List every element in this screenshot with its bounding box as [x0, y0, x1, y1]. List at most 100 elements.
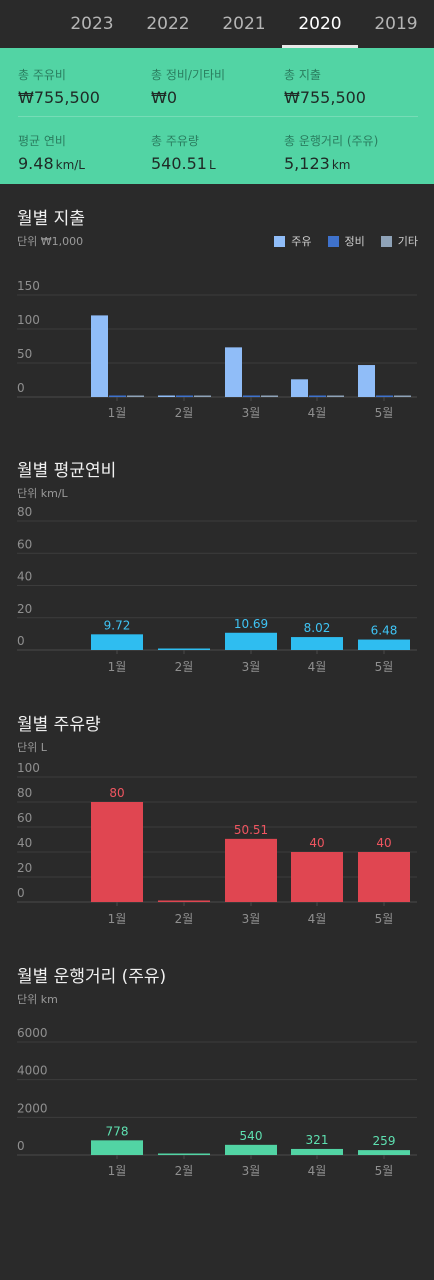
total-distance-unit: km [331, 158, 351, 172]
efficiency-bar-chart: 80 60 40 20 0 1월 2월 3월 4월 5월 9.72 10.69 8.02 6.48 [17, 505, 417, 674]
avg-efficiency-number: 9.48 [18, 154, 54, 173]
x-tick-label: 3월 [242, 912, 261, 926]
legend-label-maintenance: 정비 [344, 235, 365, 248]
bar [158, 900, 210, 902]
expense-chart-section: 월별 지출 단위 ₩1,000 주유 정비 기타 150 100 50 0 1월 2월 3월… [0, 204, 434, 440]
y-tick-label: 60 [17, 811, 32, 825]
bar [91, 1140, 143, 1155]
tab-2021[interactable]: 2021 [204, 0, 284, 48]
year-tabs: 2023 2022 2021 2020 2019 [0, 0, 434, 48]
total-fuel-label: 총 주유량 [151, 134, 199, 148]
summary-divider [18, 116, 418, 117]
tab-2022[interactable]: 2022 [128, 0, 208, 48]
tab-2020[interactable]: 2020 [280, 0, 360, 48]
y-tick-label: 0 [17, 1139, 25, 1153]
y-tick-label: 100 [17, 313, 40, 327]
x-tick-label: 5월 [375, 406, 394, 420]
x-tick-label: 3월 [242, 660, 261, 674]
total-maintenance-label: 총 정비/기타비 [151, 68, 226, 82]
bar-fuel [358, 365, 375, 397]
legend-item-maintenance[interactable]: 정비 [327, 233, 365, 249]
data-label: 10.69 [234, 617, 268, 631]
bar [291, 852, 343, 902]
total-distance-value: 5,123 km [284, 154, 378, 173]
y-tick-label: 4000 [17, 1064, 48, 1078]
total-fuel-unit: L [208, 158, 216, 172]
bar [291, 1148, 343, 1155]
total-distance-label: 총 운행거리 (주유) [284, 134, 379, 148]
y-tick-label: 50 [17, 347, 32, 361]
y-tick-label: 0 [17, 886, 25, 900]
active-tab-indicator [282, 45, 358, 48]
total-fuel: 총 주유량 540.51 L [151, 132, 216, 173]
tab-2019[interactable]: 2019 [356, 0, 434, 48]
expense-chart-unit: 단위 ₩1,000 [17, 235, 84, 248]
bar [358, 852, 410, 902]
fuel-chart-unit: 단위 L [17, 741, 47, 754]
data-label: 259 [373, 1134, 396, 1148]
bar-other [394, 395, 411, 397]
y-tick-label: 0 [17, 634, 25, 648]
bar [158, 648, 210, 650]
bar-fuel [291, 379, 308, 397]
y-tick-label: 100 [17, 761, 40, 775]
total-fuel-number: 540.51 [151, 154, 207, 173]
bar-maintenance [176, 395, 193, 397]
data-label: 778 [106, 1124, 129, 1138]
total-maintenance-value: ₩0 [151, 88, 177, 107]
y-tick-label: 150 [17, 279, 40, 293]
tab-label: 2019 [374, 14, 418, 34]
distance-chart-unit: 단위 km [17, 993, 58, 1006]
legend-item-fuel[interactable]: 주유 [274, 233, 312, 249]
data-label: 40 [376, 836, 391, 850]
bar-other [194, 395, 211, 397]
x-tick-label: 1월 [108, 406, 127, 420]
summary-panel: 총 주유비 ₩755,500 총 정비/기타비 ₩0 총 지출 ₩755,500… [0, 48, 434, 184]
bar-other [327, 395, 344, 397]
bar-maintenance [243, 395, 260, 397]
bar [91, 802, 143, 902]
x-tick-label: 2월 [175, 406, 194, 420]
total-fuel-cost-label: 총 주유비 [18, 68, 66, 82]
bar [225, 632, 277, 650]
data-label: 40 [309, 836, 324, 850]
x-tick-label: 3월 [242, 1164, 261, 1178]
y-tick-label: 20 [17, 602, 32, 616]
tab-2023[interactable]: 2023 [52, 0, 132, 48]
y-tick-label: 6000 [17, 1026, 48, 1040]
x-tick-label: 2월 [175, 912, 194, 926]
total-fuel-cost: 총 주유비 ₩755,500 [18, 66, 100, 107]
total-distance: 총 운행거리 (주유) 5,123 km [284, 132, 378, 173]
bar-maintenance [376, 395, 393, 397]
x-tick-label: 4월 [308, 1164, 327, 1178]
data-label: 80 [109, 786, 124, 800]
expense-chart-title: 월별 지출 [17, 209, 85, 229]
expense-legend: 주유 정비 기타 [274, 233, 418, 249]
fuel-chart-title: 월별 주유량 [17, 715, 101, 735]
bar-fuel [225, 347, 242, 397]
legend-swatch-fuel [274, 235, 286, 247]
bar-maintenance [109, 395, 126, 397]
legend-item-other[interactable]: 기타 [380, 233, 418, 249]
avg-efficiency-label: 평균 연비 [18, 134, 66, 148]
total-expense-label: 총 지출 [284, 68, 321, 82]
bar [225, 1144, 277, 1155]
legend-swatch-other [380, 235, 392, 247]
y-tick-label: 80 [17, 505, 32, 519]
x-tick-label: 1월 [108, 912, 127, 926]
x-tick-label: 4월 [308, 912, 327, 926]
tab-label: 2020 [298, 14, 342, 34]
y-tick-label: 40 [17, 836, 32, 850]
bar [158, 1153, 210, 1155]
data-label: 321 [306, 1133, 329, 1147]
efficiency-chart-section: 월별 평균연비 단위 km/L 80 60 40 20 0 1월 2월 3월 4월 5월 9.72 1… [0, 456, 434, 686]
x-tick-label: 3월 [242, 406, 261, 420]
tab-label: 2022 [146, 14, 190, 34]
fuel-bar-chart: 100 80 60 40 20 0 1월 2월 3월 4월 5월 80 50.51 40 40 [17, 761, 417, 926]
data-label: 9.72 [104, 618, 131, 632]
distance-bar-chart: 6000 4000 2000 0 1월 2월 3월 4월 5월 778 540 321 259 [17, 1026, 417, 1178]
data-label: 50.51 [234, 823, 268, 837]
x-tick-label: 4월 [308, 406, 327, 420]
total-maintenance: 총 정비/기타비 ₩0 [151, 66, 225, 107]
x-tick-label: 4월 [308, 660, 327, 674]
